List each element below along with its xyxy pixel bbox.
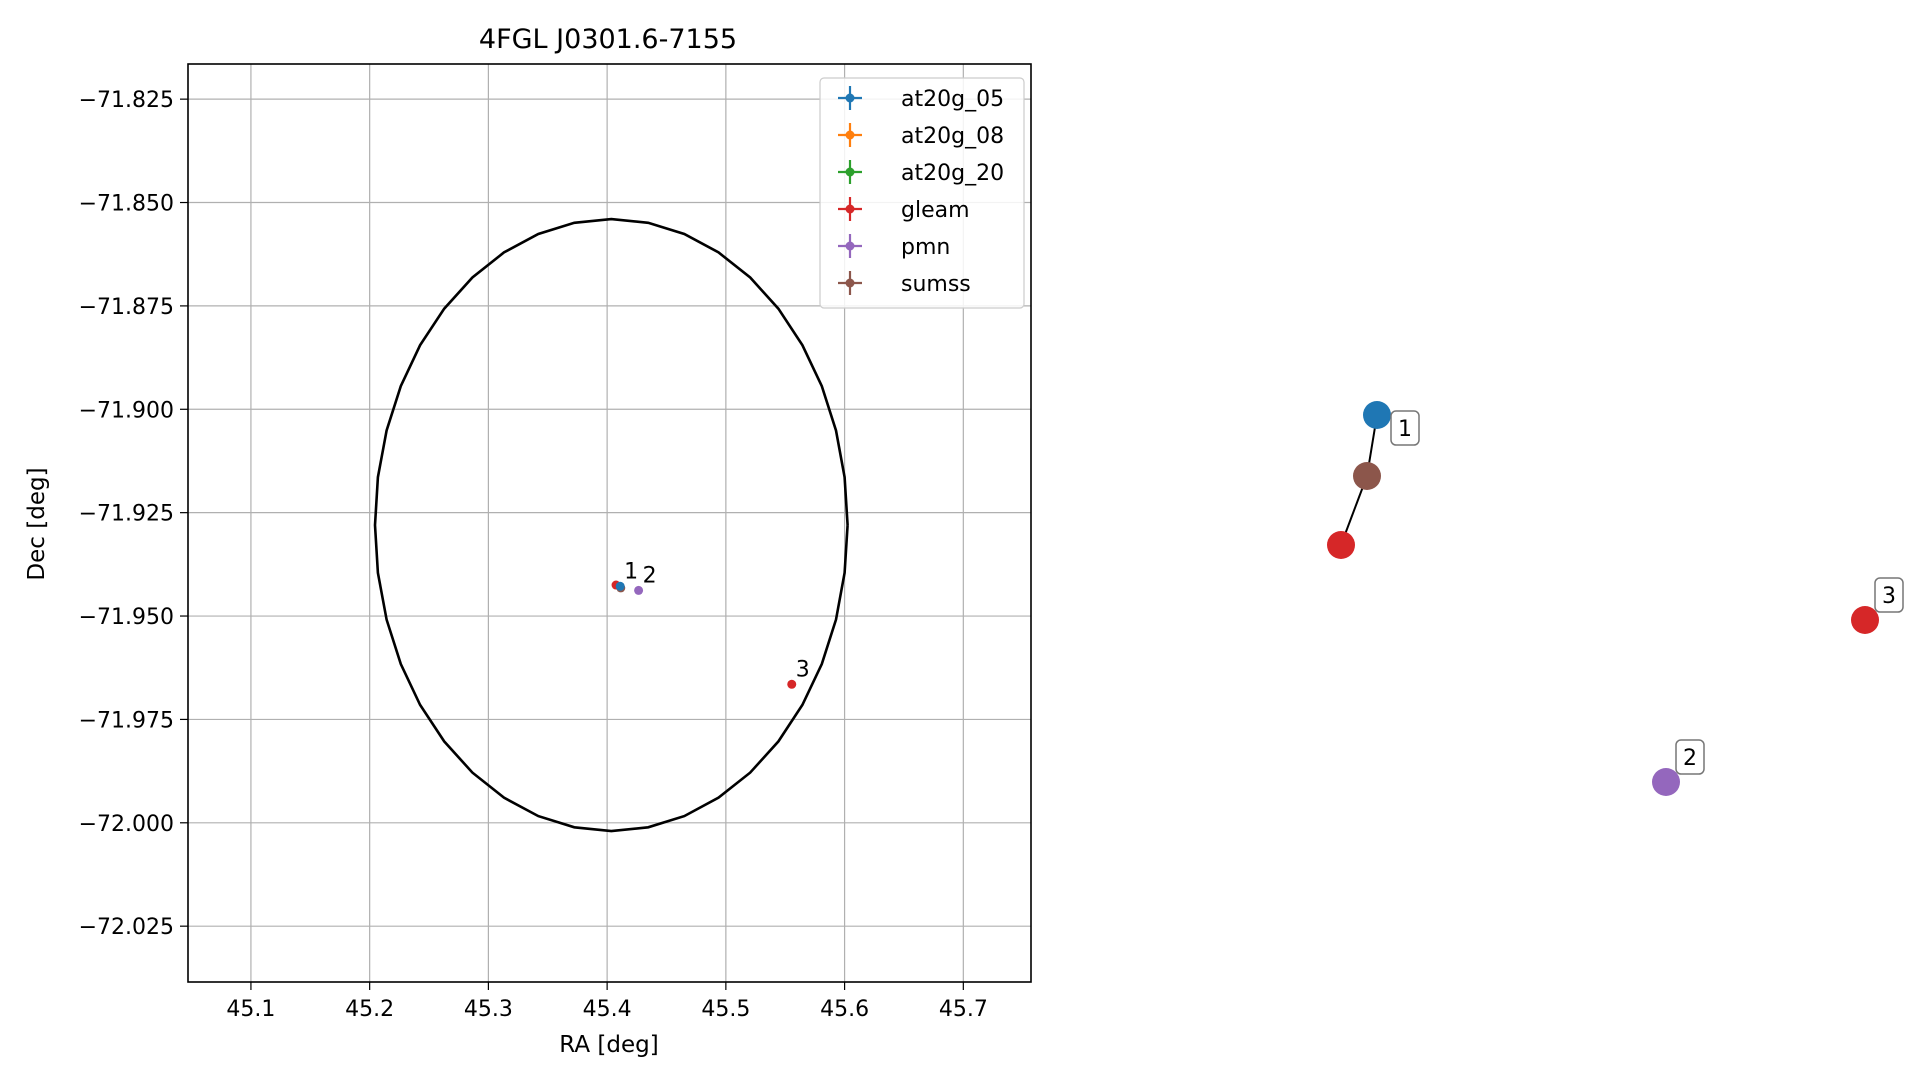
network-label-text: 2 [1683, 746, 1697, 771]
legend-entry: at20g_08 [838, 123, 1004, 149]
legend-entry: sumss [838, 271, 971, 297]
y-tick-label: −71.975 [79, 708, 174, 733]
y-axis-label: Dec [deg] [24, 467, 50, 580]
x-tick-label: 45.7 [939, 997, 988, 1022]
network-label: 3 [1874, 577, 1904, 613]
y-tick-label: −72.000 [79, 812, 174, 837]
source-point-pmn [634, 585, 644, 595]
plot-frame [187, 63, 1032, 983]
point-label: 3 [796, 657, 810, 682]
network-label-box [1675, 739, 1705, 775]
y-axis-ticks: −71.825 −71.850 −71.875 −71.900 −71.925 −71.9… [79, 88, 188, 940]
chart-title: 4FGL J0301.6-7155 [479, 24, 737, 55]
x-tick-label: 45.5 [701, 997, 750, 1022]
y-tick-label: −71.850 [79, 192, 174, 217]
y-tick-label: −71.875 [79, 295, 174, 320]
legend-entry: at20g_05 [838, 86, 1004, 112]
legend-entry: pmn [838, 234, 950, 260]
y-tick-label: −71.900 [79, 398, 174, 423]
legend-marker-dot [845, 93, 855, 103]
legend-label: sumss [901, 272, 971, 297]
y-tick-label: −72.025 [79, 915, 174, 940]
match-network-graph: 1 3 2 [1327, 401, 1904, 796]
network-label-box [1874, 577, 1904, 613]
network-label-text: 1 [1398, 417, 1412, 442]
x-axis-label: RA [deg] [559, 1032, 658, 1058]
y-tick-label: −71.825 [79, 88, 174, 113]
x-tick-label: 45.2 [345, 997, 394, 1022]
legend-label: gleam [901, 198, 970, 223]
legend-label: at20g_05 [901, 87, 1004, 112]
network-node-sumss [1353, 462, 1381, 490]
y-tick-label: −71.925 [79, 502, 174, 527]
x-tick-label: 45.4 [583, 997, 632, 1022]
legend-label: at20g_20 [901, 161, 1004, 186]
legend-entry: at20g_20 [838, 160, 1004, 186]
source-point-gleam [787, 679, 797, 689]
legend-entry: gleam [838, 197, 970, 223]
sky-map-chart: 4FGL J0301.6-7155 1 23 45.1 45.2 45.3 45.4 45… [24, 24, 1032, 1058]
legend-marker-dot [845, 278, 855, 288]
x-tick-label: 45.6 [820, 997, 869, 1022]
legend-marker-dot [845, 204, 855, 214]
network-node-at20g_05 [1363, 401, 1391, 429]
network-label-text: 3 [1882, 584, 1896, 609]
legend-marker-dot [845, 241, 855, 251]
network-node-gleam_1 [1327, 531, 1355, 559]
localization-ellipse-layer [373, 217, 849, 833]
network-label: 1 [1390, 410, 1420, 446]
network-label-box [1390, 410, 1420, 446]
legend-marker-dot [845, 130, 855, 140]
point-label: 1 [624, 559, 638, 584]
legend-label: at20g_08 [901, 124, 1004, 149]
source-point-at20g_05 [615, 581, 625, 591]
legend-box [819, 77, 1025, 309]
point-label: 2 [643, 563, 657, 588]
network-node-gleam_3 [1851, 606, 1879, 634]
source-points [611, 580, 797, 689]
y-tick-label: −71.950 [79, 605, 174, 630]
x-tick-label: 45.3 [464, 997, 513, 1022]
x-axis-ticks: 45.1 45.2 45.3 45.4 45.5 45.6 45.7 [226, 982, 988, 1022]
network-label: 2 [1675, 739, 1705, 775]
legend-marker-dot [845, 167, 855, 177]
point-labels: 1 2 3 [624, 559, 810, 682]
network-node-pmn_2 [1652, 768, 1680, 796]
x-tick-label: 45.1 [226, 997, 275, 1022]
legend-label: pmn [901, 235, 950, 260]
localization-ellipse [373, 217, 849, 833]
